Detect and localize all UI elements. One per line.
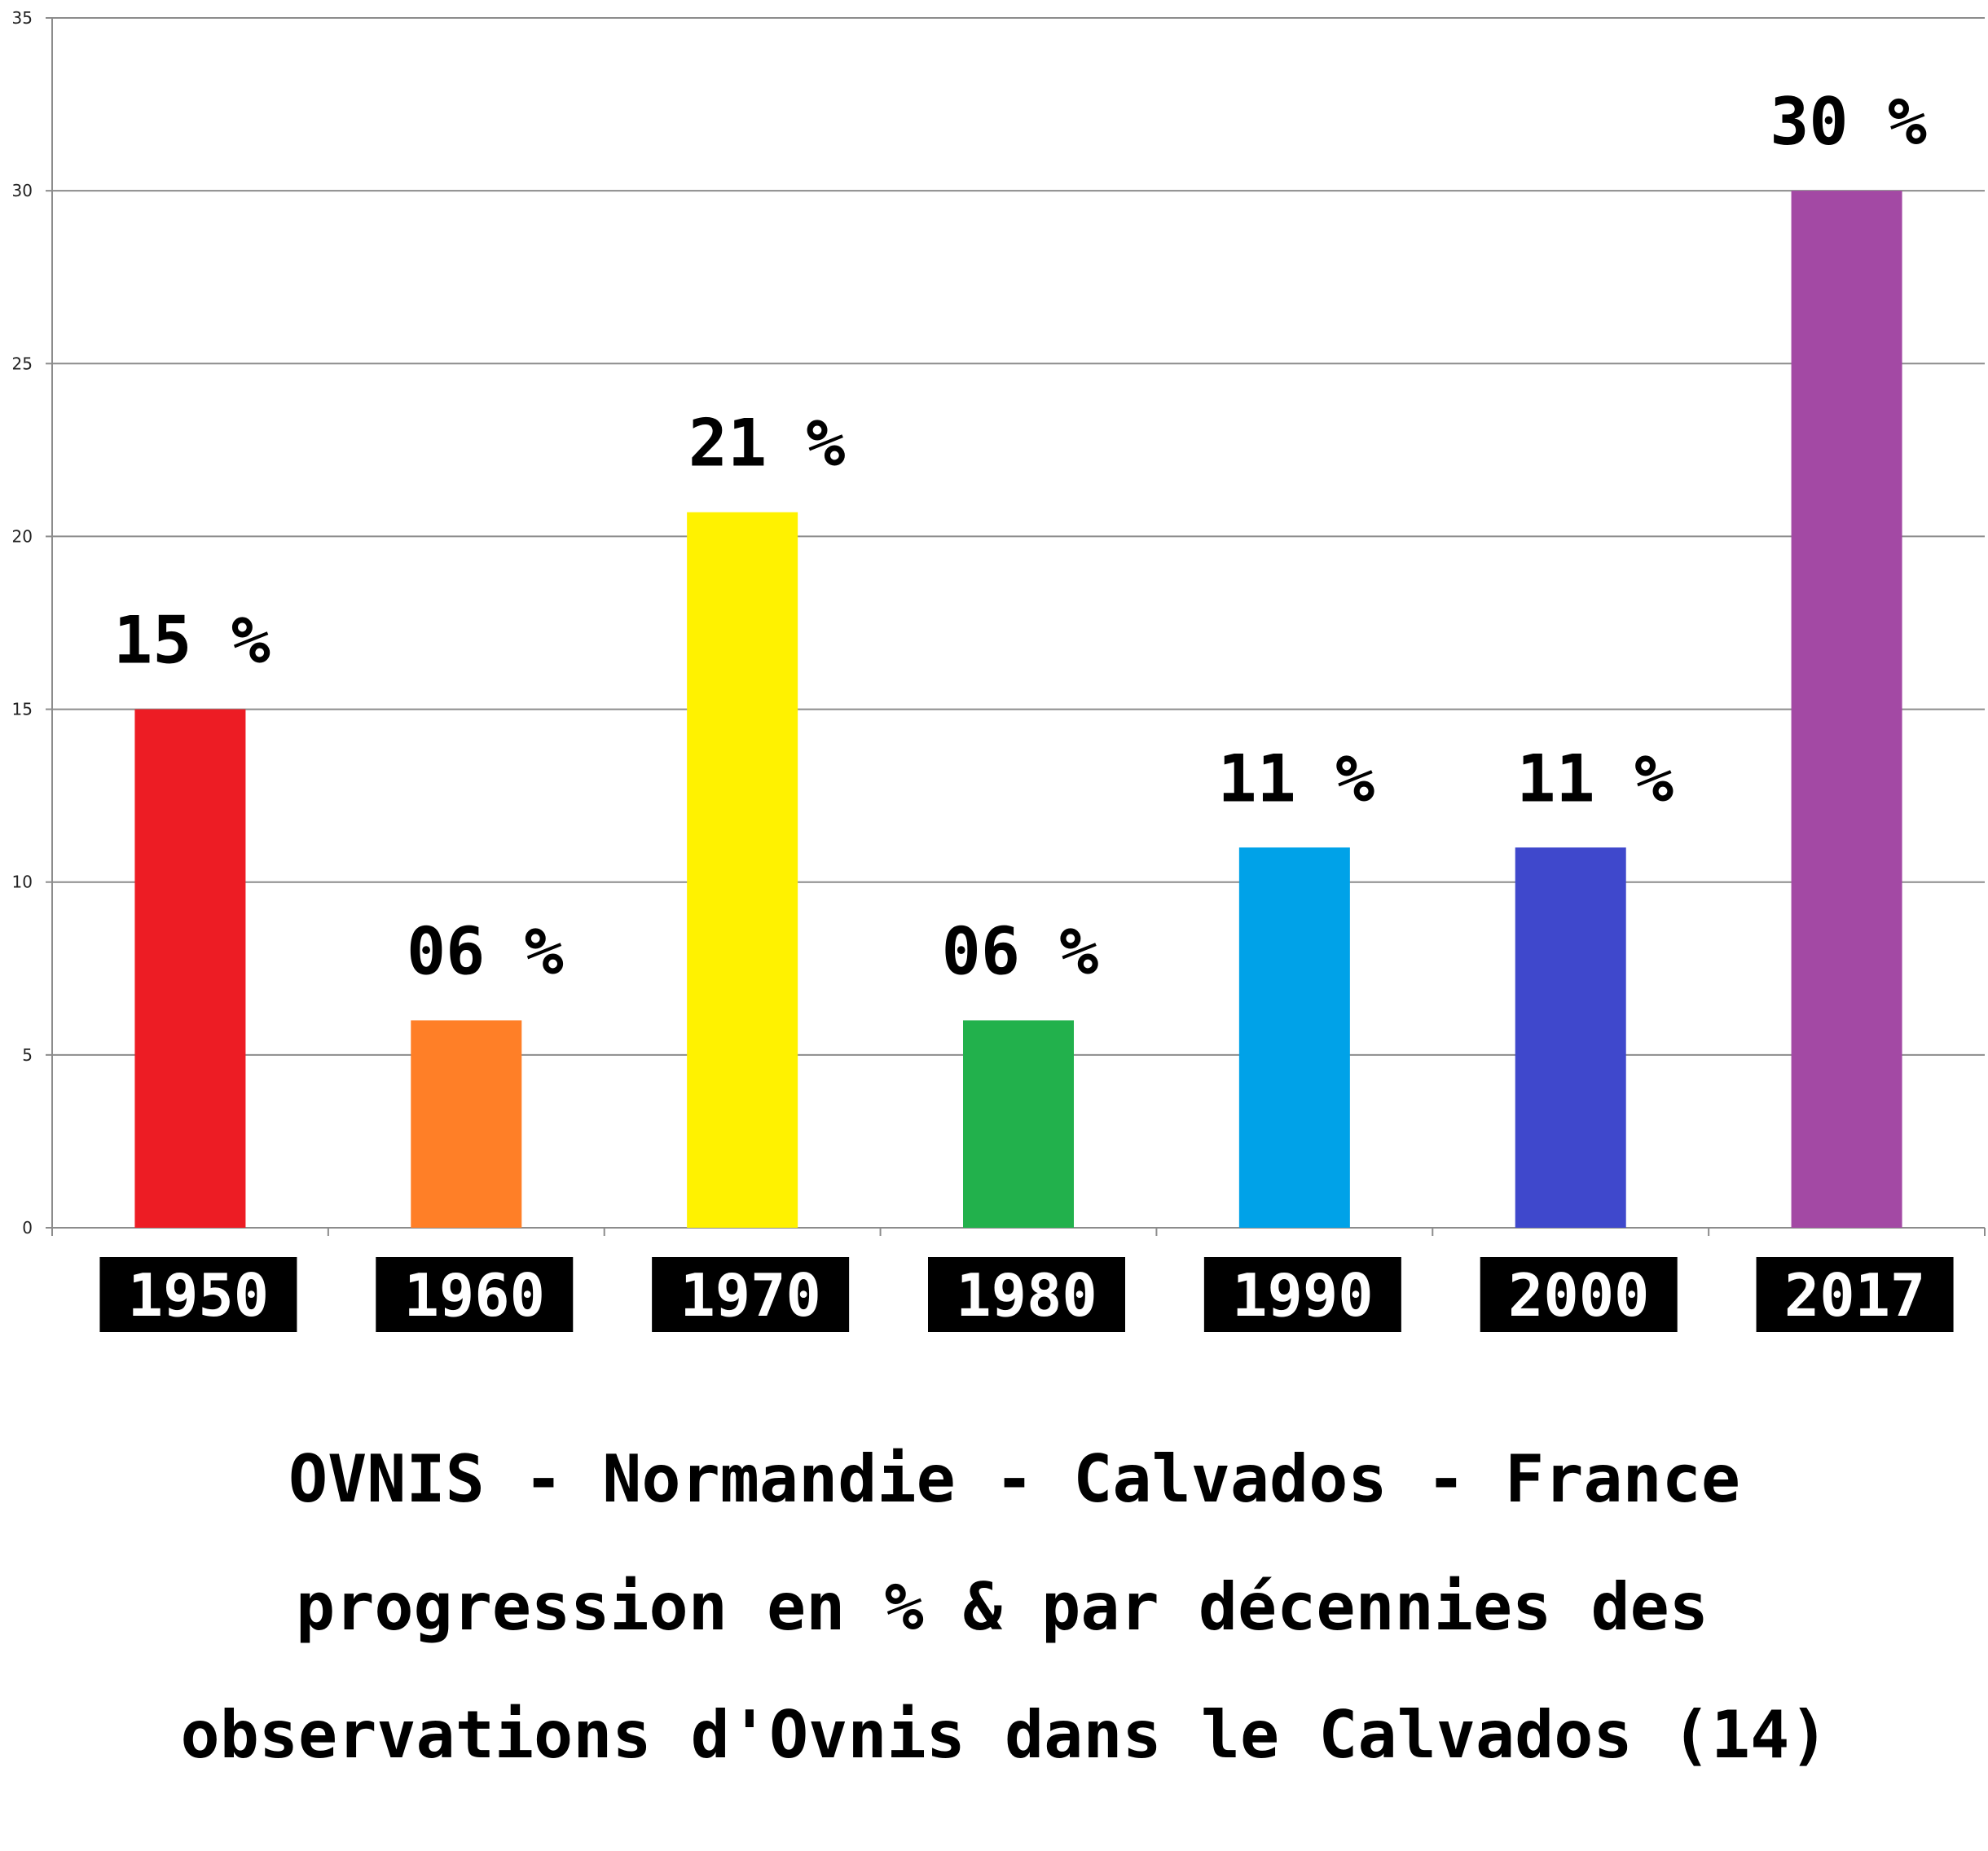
data-label-1970: 21 % [688,406,846,481]
category-label-2000: 2000 [1508,1261,1649,1330]
title-line-1: OVNIS - Normandie - Calvados - France [288,1441,1740,1517]
category-label-box [652,1257,850,1332]
y-tick-label: 5 [22,1045,33,1065]
y-tick-label: 25 [12,354,33,373]
y-tick-label: 10 [12,873,33,892]
category-label-1970: 1970 [680,1261,820,1330]
data-label-1980: 06 % [942,913,1099,989]
data-label-2017: 30 % [1770,84,1927,160]
category-label-box [1203,1257,1401,1332]
data-label-1950: 15 % [113,603,270,679]
category-labels: 1950 1960 1970 1980 1990 2000 2017 [99,1257,1954,1332]
category-label-1980: 1980 [956,1261,1097,1330]
category-label-box [1480,1257,1678,1332]
bar-1950 [134,709,246,1228]
bars [134,191,1902,1229]
category-label-box [376,1257,574,1332]
category-label-1950: 1950 [128,1261,269,1330]
data-label-1960: 06 % [407,913,564,989]
y-tick-label: 35 [12,8,33,28]
gridlines [52,17,1985,1056]
y-tick-label: 0 [22,1218,33,1238]
category-label-2017: 2017 [1784,1261,1925,1330]
data-label-1990: 11 % [1218,741,1375,816]
bar-1970 [687,512,798,1228]
category-label-1960: 1960 [404,1261,545,1330]
bar-2017 [1791,191,1902,1229]
category-label-1990: 1990 [1232,1261,1373,1330]
y-tick-label: 20 [12,526,33,546]
data-labels: 15 % 06 % 21 % 06 % 11 % 11 % 30 % [113,84,1927,989]
title-line-3: observations d'Ovnis dans le Calvados (1… [181,1697,1829,1773]
y-tick-label: 30 [12,181,33,200]
bar-1990 [1238,847,1350,1228]
title-line-2: progression en % & par décennies des [296,1569,1709,1645]
y-tick-label: 15 [12,700,33,719]
category-label-box [928,1257,1125,1332]
bar-1980 [963,1020,1074,1228]
category-label-box [1756,1257,1954,1332]
chart-title: OVNIS - Normandie - Calvados - France pr… [181,1441,1829,1773]
bar-1960 [411,1020,522,1228]
bar-2000 [1515,847,1626,1228]
data-label-2000: 11 % [1516,741,1674,816]
category-label-box [99,1257,297,1332]
